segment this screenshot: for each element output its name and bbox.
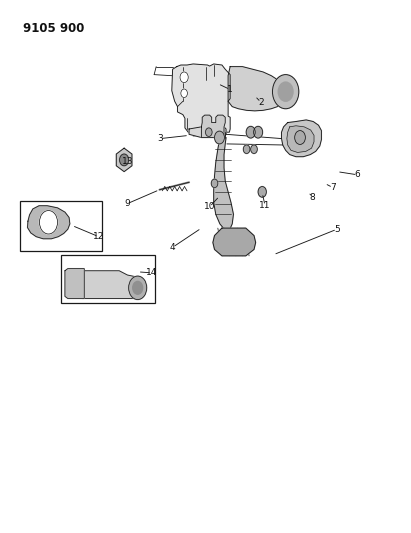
Polygon shape xyxy=(287,126,314,152)
Text: 14: 14 xyxy=(146,269,158,277)
Text: 2: 2 xyxy=(258,98,264,107)
Text: 12: 12 xyxy=(93,232,104,241)
Polygon shape xyxy=(116,148,132,172)
Circle shape xyxy=(254,126,263,138)
Polygon shape xyxy=(213,228,256,256)
Polygon shape xyxy=(28,206,70,239)
Text: 8: 8 xyxy=(309,193,315,201)
Circle shape xyxy=(243,145,250,154)
Circle shape xyxy=(215,131,224,144)
Text: 13: 13 xyxy=(122,157,133,166)
FancyBboxPatch shape xyxy=(61,255,155,303)
Polygon shape xyxy=(228,67,288,111)
Circle shape xyxy=(295,131,305,144)
Circle shape xyxy=(251,145,257,154)
Polygon shape xyxy=(214,138,233,230)
Polygon shape xyxy=(65,269,84,298)
Text: 1: 1 xyxy=(227,85,233,94)
Text: 7: 7 xyxy=(330,183,336,192)
Circle shape xyxy=(206,128,212,136)
Circle shape xyxy=(211,179,218,188)
Circle shape xyxy=(272,75,299,109)
Circle shape xyxy=(258,187,266,197)
Text: 3: 3 xyxy=(157,134,163,143)
Circle shape xyxy=(133,281,143,294)
Circle shape xyxy=(181,89,187,98)
Polygon shape xyxy=(189,127,226,138)
Text: 4: 4 xyxy=(170,243,175,252)
Polygon shape xyxy=(201,115,225,138)
FancyBboxPatch shape xyxy=(20,201,102,251)
Circle shape xyxy=(129,276,147,300)
Text: 5: 5 xyxy=(334,225,340,233)
Polygon shape xyxy=(172,64,230,136)
Text: 9: 9 xyxy=(125,199,130,208)
Text: 6: 6 xyxy=(355,171,360,179)
Circle shape xyxy=(39,211,58,234)
Circle shape xyxy=(120,154,129,166)
Polygon shape xyxy=(82,271,143,298)
Text: 9105 900: 9105 900 xyxy=(23,22,84,35)
Circle shape xyxy=(180,72,188,83)
Polygon shape xyxy=(282,120,321,157)
Circle shape xyxy=(246,126,255,138)
Circle shape xyxy=(278,82,293,101)
Text: 11: 11 xyxy=(259,201,271,210)
Text: 10: 10 xyxy=(204,203,215,211)
